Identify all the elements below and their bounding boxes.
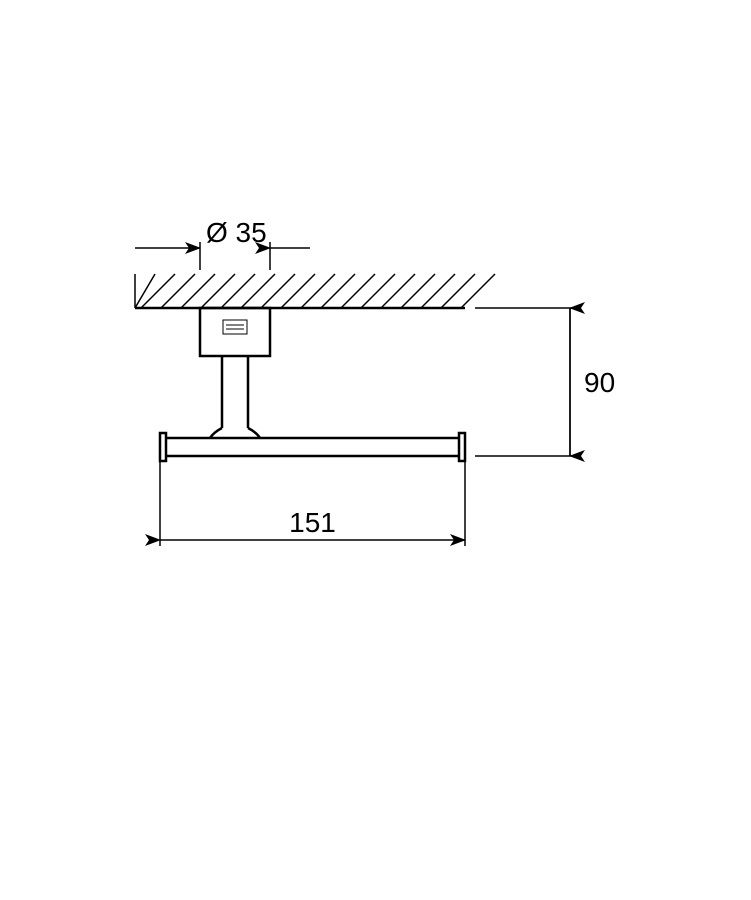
height-label: 90 bbox=[584, 367, 615, 398]
wall-hatch bbox=[135, 274, 495, 308]
diameter-label: Ø 35 bbox=[206, 217, 267, 248]
width-label: 151 bbox=[289, 507, 336, 538]
part-outline bbox=[160, 308, 465, 461]
dimension-height bbox=[475, 308, 576, 456]
technical-drawing: Ø 35 90 151 bbox=[0, 0, 751, 900]
